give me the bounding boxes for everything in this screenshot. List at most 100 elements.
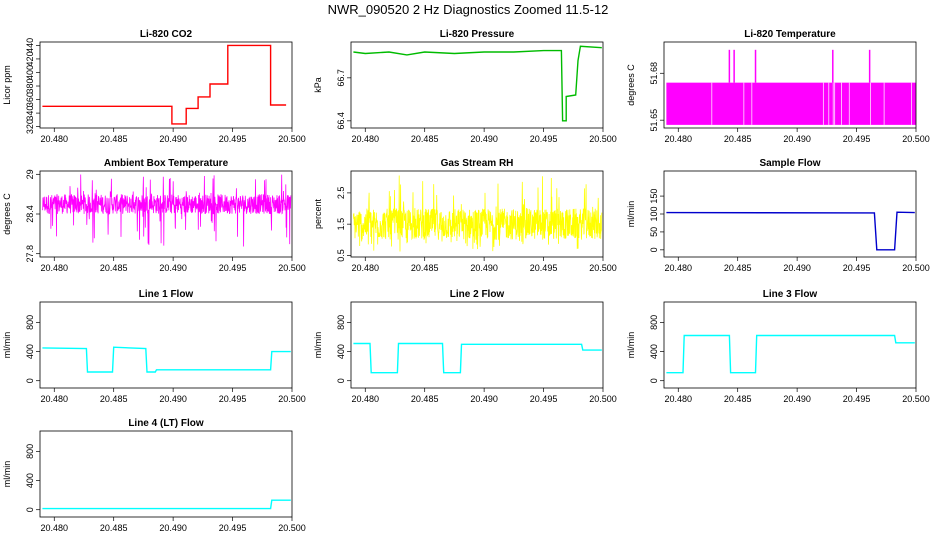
y-tick-label: 2.5 <box>336 187 346 200</box>
series-line <box>666 334 915 374</box>
series-line <box>42 499 291 510</box>
x-tick-label: 20.490 <box>470 263 498 273</box>
y-tick-label: 400 <box>649 344 659 359</box>
y-tick-label: 380 <box>25 79 35 94</box>
y-tick-label: 800 <box>336 315 346 330</box>
panel-title: Line 1 Flow <box>139 289 194 300</box>
y-tick-label: 0 <box>336 378 346 383</box>
x-tick-label: 20.495 <box>530 134 558 144</box>
panel-title: Ambient Box Temperature <box>104 158 229 169</box>
x-tick-label: 20.490 <box>783 134 811 144</box>
y-tick-label: 29 <box>25 169 35 179</box>
x-tick-label: 20.500 <box>902 134 930 144</box>
x-tick-label: 20.480 <box>351 263 379 273</box>
y-axis-label: ml/min <box>626 201 636 228</box>
x-tick-label: 20.485 <box>724 134 752 144</box>
panel-title: Li-820 Pressure <box>440 29 515 40</box>
x-tick-label: 20.480 <box>664 394 692 404</box>
x-tick-label: 20.495 <box>219 263 247 273</box>
y-axis-label: Licor ppm <box>2 65 12 105</box>
x-tick-label: 20.500 <box>589 394 617 404</box>
panel-6: Sample Flow 20.480 20.485 20.490 20.495 20.50… <box>626 158 930 273</box>
y-tick-label: 440 <box>25 38 35 53</box>
plot-frame <box>350 170 604 258</box>
series-line <box>42 44 287 125</box>
panel-5: Gas Stream RH 20.480 20.485 20.490 20.495 20.… <box>313 158 617 273</box>
y-axis-label: ml/min <box>626 332 636 359</box>
panel-title: Line 2 Flow <box>450 289 505 300</box>
panel-9: Line 3 Flow 20.480 20.485 20.490 20.495 20.50… <box>626 289 930 404</box>
y-tick-label: 340 <box>25 106 35 121</box>
y-tick-label: 0 <box>25 507 35 512</box>
panel-7: Line 1 Flow 20.480 20.485 20.490 20.495 20.50… <box>2 289 306 404</box>
y-tick-label: 800 <box>25 315 35 330</box>
x-tick-label: 20.500 <box>278 523 306 533</box>
plot-frame <box>39 170 293 258</box>
x-tick-label: 20.490 <box>783 394 811 404</box>
y-tick-label: 0 <box>649 378 659 383</box>
x-tick-label: 20.490 <box>159 263 187 273</box>
y-tick-label: 800 <box>649 315 659 330</box>
y-tick-label: 51.68 <box>649 62 659 85</box>
page-title: NWR_090520 2 Hz Diagnostics Zoomed 11.5-… <box>327 2 609 17</box>
x-tick-label: 20.490 <box>470 394 498 404</box>
y-tick-label: 1.5 <box>336 218 346 231</box>
x-tick-label: 20.485 <box>411 394 439 404</box>
panel-4: Ambient Box Temperature 20.480 20.485 20.49… <box>2 158 306 273</box>
panel-1: Li-820 CO2 20.480 20.485 20.490 20.495 20.500… <box>2 29 306 144</box>
y-axis-label: ml/min <box>313 332 323 359</box>
y-tick-label: 66.7 <box>336 69 346 87</box>
y-tick-label: 28.4 <box>25 205 35 223</box>
plot-frame <box>39 301 293 389</box>
series-line <box>353 342 602 374</box>
y-tick-label: 100 <box>649 206 659 221</box>
x-tick-label: 20.480 <box>40 394 68 404</box>
plot-frame <box>663 41 917 129</box>
x-tick-label: 20.480 <box>40 263 68 273</box>
series-line <box>353 175 603 252</box>
x-tick-label: 20.495 <box>843 263 871 273</box>
y-tick-label: 51.65 <box>649 109 659 132</box>
panel-title: Line 3 Flow <box>763 289 818 300</box>
x-tick-label: 20.495 <box>219 523 247 533</box>
panel-title: Sample Flow <box>759 158 820 169</box>
y-tick-label: 0 <box>649 247 659 252</box>
x-tick-label: 20.500 <box>902 394 930 404</box>
x-tick-label: 20.490 <box>159 134 187 144</box>
y-tick-label: 400 <box>25 344 35 359</box>
panel-10: Line 4 (LT) Flow 20.480 20.485 20.490 20.495… <box>2 418 306 533</box>
y-tick-label: 400 <box>25 473 35 488</box>
x-tick-label: 20.480 <box>664 263 692 273</box>
x-tick-label: 20.480 <box>40 523 68 533</box>
panel-8: Line 2 Flow 20.480 20.485 20.490 20.495 20.50… <box>313 289 617 404</box>
y-tick-label: 800 <box>25 444 35 459</box>
x-tick-label: 20.495 <box>219 394 247 404</box>
series-line <box>353 45 602 122</box>
x-tick-label: 20.500 <box>278 394 306 404</box>
series-fill <box>666 82 916 125</box>
x-tick-label: 20.500 <box>589 134 617 144</box>
x-tick-label: 20.490 <box>783 263 811 273</box>
y-tick-label: 150 <box>649 189 659 204</box>
x-tick-label: 20.500 <box>589 263 617 273</box>
x-tick-label: 20.485 <box>724 394 752 404</box>
x-tick-label: 20.500 <box>902 263 930 273</box>
y-tick-label: 360 <box>25 92 35 107</box>
plot-frame <box>663 301 917 389</box>
panel-title: Li-820 Temperature <box>744 29 836 40</box>
y-axis-label: degrees C <box>2 193 12 235</box>
x-tick-label: 20.480 <box>40 134 68 144</box>
x-tick-label: 20.485 <box>100 134 128 144</box>
plot-frame <box>350 301 604 389</box>
x-tick-label: 20.490 <box>159 394 187 404</box>
y-tick-label: 400 <box>336 344 346 359</box>
x-tick-label: 20.495 <box>530 394 558 404</box>
x-tick-label: 20.500 <box>278 134 306 144</box>
series-line <box>666 211 915 251</box>
plot-frame <box>39 41 293 129</box>
panel-3: Li-820 Temperature 20.480 20.485 20.490 20.4… <box>626 29 930 144</box>
panel-title: Line 4 (LT) Flow <box>128 418 204 429</box>
x-tick-label: 20.480 <box>351 394 379 404</box>
y-axis-label: kPa <box>313 77 323 93</box>
